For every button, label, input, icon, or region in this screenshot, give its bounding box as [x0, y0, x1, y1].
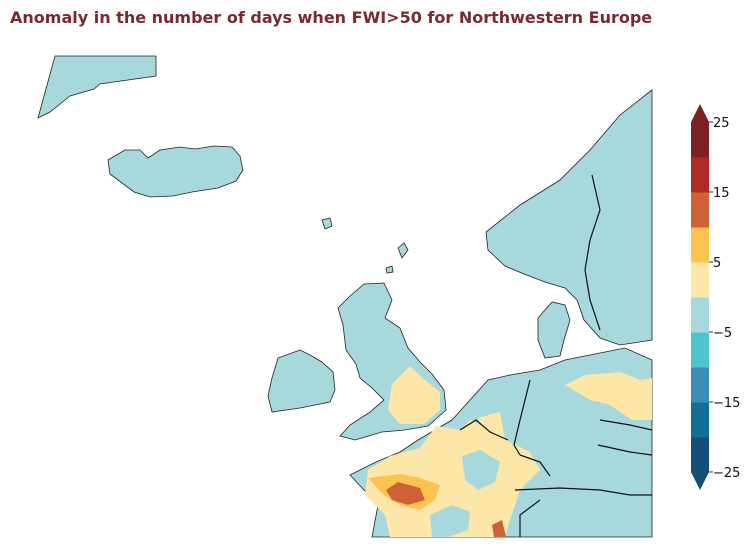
colorbar-tick-label: 5	[713, 256, 721, 271]
colorbar-tick-label: −5	[713, 326, 732, 341]
denmark	[537, 301, 571, 359]
colorbar-tick-label: −25	[713, 466, 740, 481]
colorbar-band	[691, 402, 709, 438]
colorbar-tick-label: 15	[713, 186, 730, 201]
colorbar-tick-label: 25	[713, 116, 730, 131]
colorbar-extend-low	[691, 472, 709, 490]
anomaly-cell	[462, 450, 500, 490]
shetland	[397, 242, 409, 259]
colorbar-band	[691, 227, 709, 263]
colorbar-band	[691, 437, 709, 473]
colorbar-band	[691, 122, 709, 158]
anomaly-cell	[492, 520, 506, 537]
colorbar-ticks: 25 15 5 −5 −15 −25	[709, 116, 740, 481]
colorbar-tick-label: −15	[713, 396, 740, 411]
colorbar-band	[691, 157, 709, 193]
anomaly-cell	[430, 505, 470, 537]
country-borders	[459, 174, 653, 537]
ireland	[267, 349, 336, 413]
map-title: Anomaly in the number of days when FWI>5…	[10, 8, 653, 27]
orkney	[385, 265, 394, 274]
colorbar-band	[691, 367, 709, 403]
anomaly-cell	[386, 482, 425, 505]
colorbar-band	[691, 297, 709, 333]
greenland	[37, 55, 157, 119]
anomaly-cell	[388, 366, 440, 424]
colorbar-extend-high	[691, 104, 709, 122]
anomaly-cell	[365, 420, 540, 537]
iceland	[107, 145, 244, 198]
colorbar-band	[691, 262, 709, 298]
colorbar-band	[691, 332, 709, 368]
colorbar-bands	[691, 104, 709, 490]
anomaly-cell	[478, 412, 505, 445]
anomaly-cell	[565, 372, 652, 420]
scandinavia	[485, 89, 653, 346]
colorbar-band	[691, 192, 709, 228]
faroe-islands	[321, 217, 333, 230]
anomaly-cells	[365, 366, 652, 537]
